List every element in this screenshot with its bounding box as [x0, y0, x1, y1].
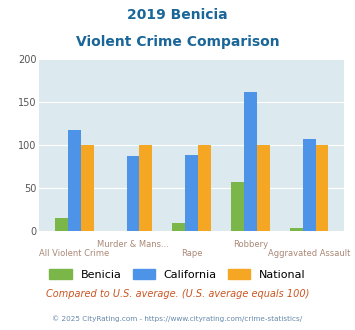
Text: Aggravated Assault: Aggravated Assault: [268, 249, 350, 258]
Bar: [55, 218, 68, 231]
Bar: [140, 145, 152, 231]
Legend: Benicia, California, National: Benicia, California, National: [45, 265, 310, 284]
Bar: [68, 130, 81, 231]
Bar: [172, 223, 185, 231]
Text: © 2025 CityRating.com - https://www.cityrating.com/crime-statistics/: © 2025 CityRating.com - https://www.city…: [53, 315, 302, 322]
Bar: [185, 155, 198, 231]
Bar: [303, 139, 316, 231]
Bar: [244, 92, 257, 231]
Bar: [231, 182, 244, 231]
Bar: [257, 145, 270, 231]
Bar: [198, 145, 211, 231]
Text: Compared to U.S. average. (U.S. average equals 100): Compared to U.S. average. (U.S. average …: [46, 289, 309, 299]
Bar: [316, 145, 328, 231]
Text: Murder & Mans...: Murder & Mans...: [97, 240, 169, 249]
Text: Violent Crime Comparison: Violent Crime Comparison: [76, 35, 279, 49]
Bar: [81, 145, 94, 231]
Text: Robbery: Robbery: [233, 240, 268, 249]
Text: All Violent Crime: All Violent Crime: [39, 249, 109, 258]
Text: Rape: Rape: [181, 249, 202, 258]
Text: 2019 Benicia: 2019 Benicia: [127, 8, 228, 22]
Bar: [126, 156, 140, 231]
Bar: [290, 228, 303, 231]
